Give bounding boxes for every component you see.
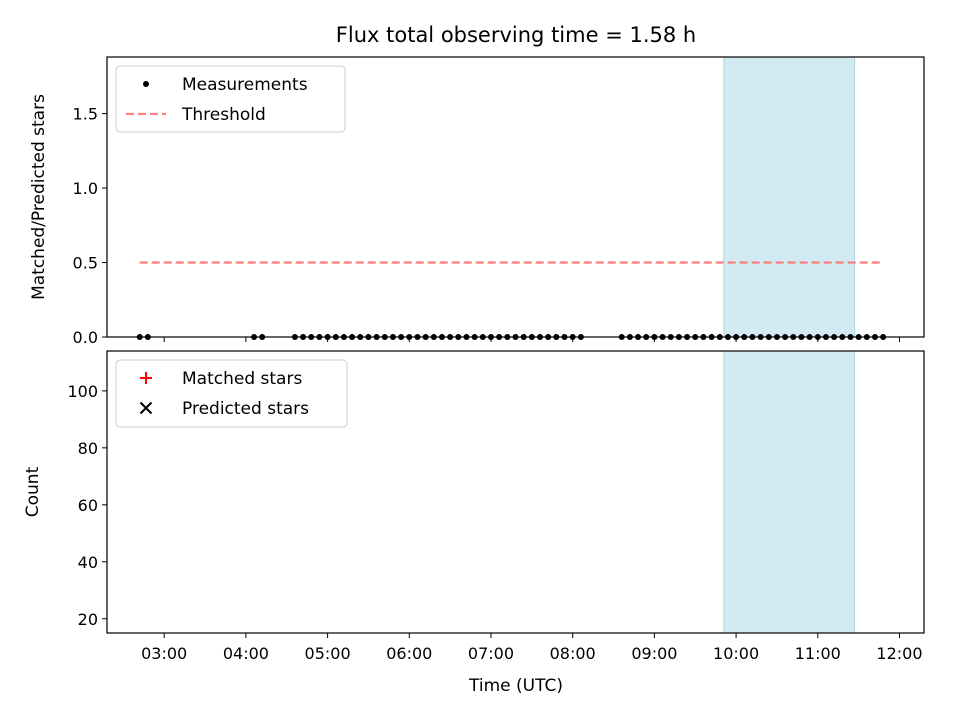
y-tick-label: 60 [78,496,98,515]
highlight-span [723,350,856,634]
bottom-panel: 20 40 60 80 100 03:00 04:00 05:00 06:00 07:00 08:0… [23,350,925,696]
bottom-y-axis-label: Count [23,466,43,517]
x-tick-label: 06:00 [386,644,432,663]
x-axis-label: Time (UTC) [468,676,563,696]
x-tick-label: 10:00 [713,644,759,663]
x-tick-label: 04:00 [223,644,269,663]
legend-dot-marker [143,81,149,87]
x-tick-label: 12:00 [876,644,922,663]
legend-label: Measurements [182,75,308,95]
y-tick-label: 1.5 [73,105,98,124]
y-tick-label: 20 [78,610,98,629]
y-tick-label: 0.5 [73,254,98,273]
legend-plus-marker [140,372,152,384]
highlight-span [723,56,856,338]
axes-frame [106,350,925,634]
top-panel: 0.0 0.5 1.0 1.5 Matched/Predicted stars Mea… [29,56,925,347]
chart-title: Flux total observing time = 1.58 h [336,23,696,47]
top-legend: Measurements Threshold [115,65,346,133]
axes-frame [106,56,925,338]
y-tick-label: 80 [78,439,98,458]
bottom-axes: 20 40 60 80 100 03:00 04:00 05:00 06:00 07:00 08:0… [67,350,925,663]
legend-box [115,65,346,133]
legend-label: Threshold [181,105,266,125]
x-tick-label: 07:00 [468,644,514,663]
x-tick-label: 08:00 [550,644,596,663]
top-axes: 0.0 0.5 1.0 1.5 [73,56,925,347]
legend-cross-marker [139,401,153,415]
bottom-legend: Matched stars Predicted stars [115,359,348,428]
legend-label: Predicted stars [182,399,309,419]
x-tick-label: 03:00 [141,644,187,663]
legend-label: Matched stars [182,369,302,389]
x-tick-label: 11:00 [795,644,841,663]
legend-box [115,359,348,428]
y-tick-label: 100 [67,382,98,401]
y-tick-label: 40 [78,553,98,572]
y-tick-label: 0.0 [73,328,98,347]
x-tick-label: 09:00 [631,644,677,663]
top-y-axis-label: Matched/Predicted stars [29,94,49,300]
y-tick-label: 1.0 [73,179,98,198]
x-tick-label: 05:00 [305,644,351,663]
